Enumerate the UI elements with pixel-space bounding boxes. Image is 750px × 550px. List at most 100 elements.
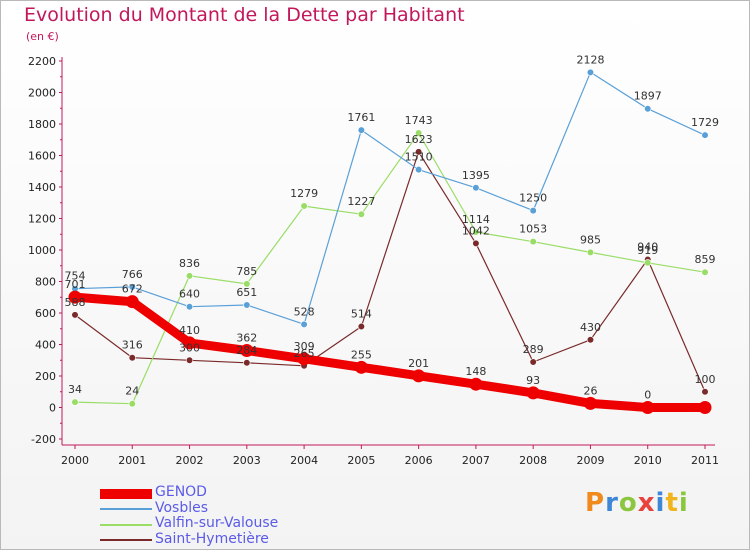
data-point	[644, 259, 652, 267]
x-tick-label: 2009	[576, 454, 604, 467]
chart-title: Evolution du Montant de la Dette par Hab…	[24, 4, 465, 26]
data-point	[240, 343, 254, 357]
data-point	[415, 166, 423, 174]
data-point	[415, 148, 423, 156]
legend-label-saint-hymetiere: Saint-Hymetière	[155, 530, 269, 547]
data-point	[354, 360, 368, 374]
data-label: 309	[294, 340, 315, 353]
data-label: 1743	[405, 114, 433, 127]
data-label: 1042	[462, 224, 490, 237]
data-label: 1279	[290, 187, 318, 200]
data-label: 514	[351, 308, 372, 321]
data-label: 1250	[519, 192, 547, 205]
data-label: 265	[294, 347, 315, 360]
data-point	[641, 401, 655, 414]
data-label: 859	[695, 253, 716, 266]
data-point	[185, 272, 194, 280]
data-label: 34	[68, 383, 82, 396]
data-label: 588	[65, 296, 86, 309]
data-label: 26	[583, 384, 597, 397]
series-line-1	[74, 71, 706, 325]
data-label: 528	[294, 305, 315, 318]
data-label: 362	[236, 331, 257, 344]
data-label: 766	[122, 268, 143, 281]
y-tick-label: 2000	[28, 87, 56, 100]
logo-letter: t	[665, 488, 679, 518]
y-tick-label: 800	[35, 276, 56, 289]
data-point	[128, 283, 136, 291]
y-tick-label: 1800	[28, 118, 56, 131]
series-line-3	[74, 151, 706, 393]
data-label: 316	[122, 339, 143, 352]
data-label: 1897	[634, 90, 662, 103]
data-label: 672	[122, 283, 143, 296]
logo-letter: i	[655, 488, 666, 518]
data-label: 289	[523, 343, 544, 356]
data-label: 1729	[691, 116, 719, 129]
data-point	[243, 280, 251, 288]
data-point	[357, 322, 365, 331]
x-tick-label: 2006	[405, 454, 433, 467]
data-label: 1510	[405, 151, 433, 164]
y-tick-label: 600	[35, 307, 56, 320]
data-label: 985	[580, 233, 601, 246]
data-label: 0	[644, 389, 651, 402]
data-label: 24	[125, 385, 139, 398]
data-label: 919	[637, 244, 658, 257]
x-tick-label: 2008	[519, 454, 547, 467]
data-label: 651	[236, 286, 257, 299]
logo-letter: i	[678, 488, 689, 518]
data-point	[529, 207, 537, 215]
data-point	[698, 401, 712, 414]
legend-swatch-vosbles	[100, 508, 152, 511]
data-labels: 701 672 410 362 309 255 201 148 93 26 0 754 766 640 65…	[65, 53, 720, 401]
data-point	[526, 386, 540, 400]
legend-swatch-saint-hymetiere	[100, 539, 152, 542]
data-point	[183, 336, 197, 350]
data-point	[644, 105, 652, 113]
x-tick-label: 2002	[176, 454, 204, 467]
unit-label: (en €)	[26, 30, 59, 43]
axes: -200020040060080010001200140016001800200…	[28, 55, 719, 467]
data-point	[68, 290, 82, 304]
data-point	[701, 268, 709, 276]
data-point	[412, 369, 426, 383]
x-tick-label: 2011	[691, 454, 719, 467]
data-label: 201	[408, 357, 429, 370]
data-point	[357, 210, 365, 218]
x-tick-label: 2004	[290, 454, 318, 467]
data-point	[701, 131, 709, 139]
logo-letter: x	[637, 488, 656, 518]
data-point	[243, 301, 251, 309]
data-point	[415, 129, 423, 137]
legend-label-genod: GENOD	[155, 484, 207, 500]
x-tick-label: 2001	[118, 454, 146, 467]
data-label: 93	[526, 374, 540, 387]
data-point	[586, 68, 595, 76]
legend-swatch-valfin	[100, 523, 152, 526]
y-tick-label: 1200	[28, 213, 56, 226]
data-point	[300, 202, 308, 210]
data-label: 300	[179, 341, 200, 354]
legend-label-vosbles: Vosbles	[155, 499, 209, 516]
logo-letter: P	[585, 488, 606, 518]
data-point	[472, 184, 480, 192]
logo-letter: r	[605, 488, 619, 518]
data-point	[472, 228, 480, 236]
data-point	[185, 303, 194, 311]
legend-swatch-genod	[100, 488, 152, 499]
data-label: 2128	[576, 53, 604, 66]
data-label: 940	[637, 240, 658, 253]
data-label: 148	[465, 365, 486, 378]
data-label: 754	[65, 270, 86, 283]
data-point	[357, 126, 365, 134]
data-label: 255	[351, 348, 372, 361]
data-label: 640	[179, 288, 200, 301]
data-point	[300, 320, 308, 328]
data-point	[128, 354, 136, 362]
y-tick-label: 1000	[28, 244, 56, 257]
data-label: 100	[695, 373, 716, 386]
data-label: 836	[179, 257, 200, 270]
data-point	[469, 377, 483, 391]
